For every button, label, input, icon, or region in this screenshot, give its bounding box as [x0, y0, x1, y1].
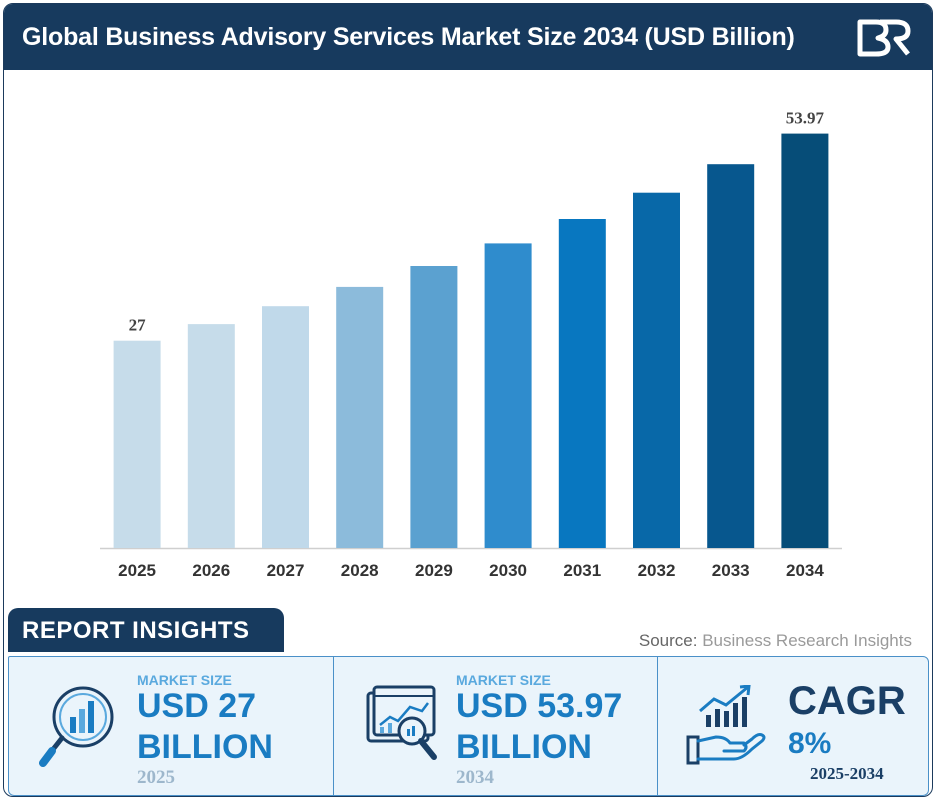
bar-2033 [707, 164, 755, 548]
infographic-frame: Global Business Advisory Services Market… [3, 3, 933, 797]
cagr-card: CAGR 8% 2025-2034 [657, 657, 929, 795]
kicker-market-size: MARKET SIZE [456, 672, 551, 688]
market-year-2025: 2025 [137, 767, 175, 788]
bar-2028 [336, 286, 384, 548]
bar-2026 [187, 324, 235, 548]
x-tick-2034: 2034 [786, 561, 824, 580]
market-unit-2034: BILLION [456, 728, 592, 766]
source-value: Business Research Insights [702, 631, 912, 650]
header-bar: Global Business Advisory Services Market… [4, 4, 932, 70]
bar-2032 [633, 192, 680, 548]
chart-title: Global Business Advisory Services Market… [22, 23, 795, 51]
source-label: Source: [638, 631, 698, 650]
insight-cards: MARKET SIZE USD 27 BILLION 2025 MARKET S… [8, 656, 929, 796]
bar-2025 [113, 340, 161, 548]
report-insights-tab: REPORT INSIGHTS [8, 608, 284, 652]
x-tick-2027: 2027 [267, 561, 305, 580]
analytics-screen-icon [366, 685, 437, 760]
br-logo-icon [857, 19, 911, 57]
cagr-period: 2025-2034 [810, 764, 884, 783]
kicker-market-size: MARKET SIZE [137, 672, 232, 688]
x-tick-2029: 2029 [415, 561, 453, 580]
bar-2027 [262, 306, 309, 548]
x-tick-2030: 2030 [489, 561, 527, 580]
magnifier-chart-icon [39, 686, 114, 767]
market-size-2034-card: MARKET SIZE USD 53.97 BILLION 2034 [333, 657, 657, 795]
bar-2034 [781, 133, 829, 548]
x-tick-2026: 2026 [192, 561, 230, 580]
x-tick-2032: 2032 [638, 561, 676, 580]
data-label-2025: 27 [129, 316, 147, 335]
x-tick-2031: 2031 [563, 561, 601, 580]
x-tick-2025: 2025 [118, 561, 156, 580]
market-year-2034: 2034 [456, 767, 494, 788]
cagr-label: CAGR [788, 679, 906, 723]
market-size-2025-card: MARKET SIZE USD 27 BILLION 2025 [9, 657, 333, 795]
market-unit-2025: BILLION [137, 728, 273, 766]
market-value-2025: USD 27 [137, 687, 257, 725]
cagr-value: 8% [788, 727, 832, 760]
market-value-2034: USD 53.97 [456, 687, 623, 725]
bar-chart: 2025 27 2026 2027 2028 2029 2030 2031 2032 2033 20… [100, 109, 842, 580]
x-tick-2033: 2033 [712, 561, 750, 580]
bar-2030 [484, 243, 532, 548]
source-note: Source: Business Research Insights [639, 631, 912, 651]
bar-2029 [410, 266, 458, 548]
data-label-2034: 53.97 [786, 109, 825, 128]
hand-growth-icon [686, 685, 766, 765]
x-tick-2028: 2028 [341, 561, 379, 580]
bar-2031 [558, 219, 606, 548]
